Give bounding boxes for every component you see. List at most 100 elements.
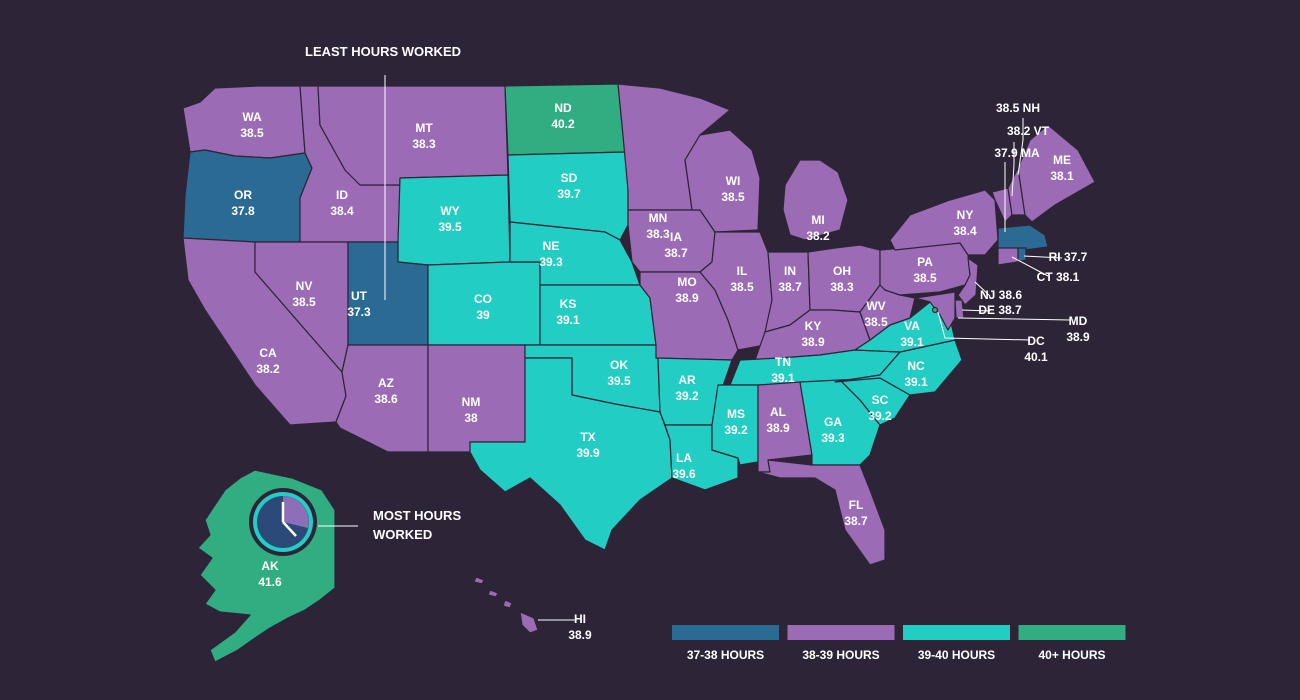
state-de[interactable]: [954, 299, 965, 319]
state-label-in: IN: [784, 264, 796, 278]
state-dc[interactable]: [931, 306, 939, 314]
state-label-ms: MS: [727, 407, 745, 421]
state-label-fl: FL: [849, 498, 864, 512]
state-hours-ne: 39.3: [539, 255, 563, 269]
state-label-la: LA: [676, 451, 692, 465]
state-label-mt: MT: [415, 121, 433, 135]
least-hours-annotation: LEAST HOURS WORKED: [305, 44, 461, 59]
state-hours-wi: 38.5: [721, 190, 745, 204]
state-label-ma: 37.9 MA: [994, 146, 1040, 160]
state-hours-md: 38.9: [1066, 330, 1090, 344]
state-hours-nd: 40.2: [551, 117, 575, 131]
state-hours-ia: 38.7: [664, 246, 688, 260]
state-hours-mi: 38.2: [806, 229, 830, 243]
state-label-ok: OK: [610, 358, 628, 372]
state-il[interactable]: [699, 231, 773, 351]
state-hours-ms: 39.2: [724, 423, 748, 437]
state-hours-nv: 38.5: [292, 295, 316, 309]
legend-swatch-h37_38: [672, 625, 779, 640]
most-hours-annotation-line2: WORKED: [373, 527, 432, 542]
state-hours-va: 39.1: [900, 335, 924, 349]
state-label-nj: NJ 38.6: [980, 288, 1022, 302]
state-label-de: DE 38.7: [978, 303, 1022, 317]
state-mt[interactable]: [317, 85, 509, 186]
state-label-or: OR: [234, 188, 252, 202]
state-hours-la: 39.6: [672, 467, 696, 481]
state-label-al: AL: [770, 405, 786, 419]
state-label-wv: WV: [866, 299, 885, 313]
legend-swatch-h40plus: [1018, 625, 1126, 640]
state-label-id: ID: [336, 188, 348, 202]
state-hours-ak: 41.6: [258, 575, 282, 589]
clock-icon: [249, 488, 317, 556]
state-hours-or: 37.8: [231, 204, 255, 218]
legend-swatch-h39_40: [903, 625, 1010, 640]
state-hours-hi: 38.9: [568, 628, 592, 642]
state-hours-id: 38.4: [330, 204, 354, 218]
state-label-il: IL: [737, 264, 748, 278]
state-label-nd: ND: [554, 101, 572, 115]
state-hours-sc: 39.2: [868, 409, 892, 423]
state-hours-ok: 39.5: [607, 374, 631, 388]
state-label-ca: CA: [259, 346, 277, 360]
state-label-oh: OH: [833, 264, 851, 278]
state-label-me: ME: [1053, 153, 1071, 167]
state-hours-wv: 38.5: [864, 315, 888, 329]
state-label-ky: KY: [805, 319, 822, 333]
state-hours-in: 38.7: [778, 280, 802, 294]
state-hours-mt: 38.3: [412, 137, 436, 151]
state-label-ut: UT: [351, 289, 368, 303]
state-label-co: CO: [474, 292, 492, 306]
state-label-pa: PA: [917, 255, 933, 269]
state-hours-az: 38.6: [374, 392, 398, 406]
state-mi[interactable]: [782, 159, 849, 241]
state-label-wy: WY: [440, 204, 459, 218]
state-tx[interactable]: [469, 357, 673, 551]
state-label-vt: 38.2 VT: [1007, 124, 1050, 138]
state-hours-nm: 38: [464, 411, 478, 425]
state-ct[interactable]: [997, 247, 1019, 266]
state-label-wa: WA: [242, 110, 262, 124]
state-label-va: VA: [904, 319, 920, 333]
legend-label-h39_40: 39-40 HOURS: [918, 648, 995, 662]
state-label-ks: KS: [560, 297, 577, 311]
state-label-tn: TN: [775, 355, 791, 369]
state-hours-ar: 39.2: [675, 389, 699, 403]
state-hours-sd: 39.7: [557, 187, 581, 201]
state-hours-wy: 39.5: [438, 220, 462, 234]
state-hours-oh: 38.3: [830, 280, 854, 294]
state-hours-mn: 38.3: [646, 227, 670, 241]
legend-label-h37_38: 37-38 HOURS: [687, 648, 764, 662]
state-hours-ny: 38.4: [953, 224, 977, 238]
state-label-nc: NC: [907, 359, 925, 373]
state-fl[interactable]: [757, 459, 886, 566]
legend-label-h40plus: 40+ HOURS: [1038, 648, 1105, 662]
state-md[interactable]: [914, 291, 956, 331]
state-label-ar: AR: [678, 373, 696, 387]
state-label-az: AZ: [378, 376, 394, 390]
state-hours-mo: 38.9: [675, 291, 699, 305]
state-hours-al: 38.9: [766, 421, 790, 435]
state-hours-ky: 38.9: [801, 335, 825, 349]
state-hours-ut: 37.3: [347, 305, 371, 319]
most-hours-annotation-line1: MOST HOURS: [373, 508, 461, 523]
state-label-dc: DC: [1027, 334, 1045, 348]
state-label-nh: 38.5 NH: [996, 101, 1040, 115]
state-hours-wa: 38.5: [240, 126, 264, 140]
state-label-ga: GA: [824, 415, 842, 429]
state-hours-ks: 39.1: [556, 313, 580, 327]
state-label-ne: NE: [543, 239, 560, 253]
state-pa[interactable]: [879, 242, 971, 296]
state-hours-tn: 39.1: [771, 371, 795, 385]
state-hours-nc: 39.1: [904, 375, 928, 389]
state-me[interactable]: [1017, 124, 1096, 223]
state-label-ia: IA: [670, 230, 682, 244]
legend: 37-38 HOURS 38-39 HOURS 39-40 HOURS 40+ HOU…: [672, 625, 1126, 662]
state-hours-dc: 40.1: [1024, 350, 1048, 364]
state-hours-tx: 39.9: [576, 446, 600, 460]
state-hi[interactable]: [473, 576, 539, 634]
state-hours-ca: 38.2: [256, 362, 280, 376]
state-ri[interactable]: [1017, 247, 1027, 263]
